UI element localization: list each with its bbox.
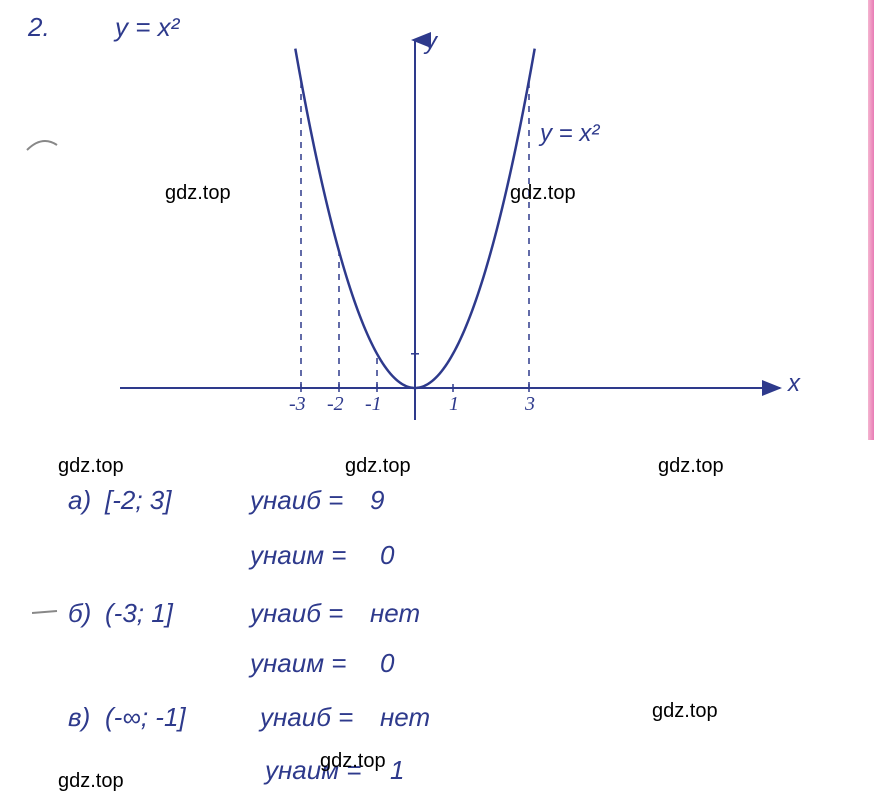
- answer-c-ymax-value: нет: [380, 702, 430, 733]
- svg-text:-3: -3: [289, 393, 306, 415]
- answer-c-interval: (-∞; -1]: [105, 702, 186, 733]
- svg-text:-2: -2: [327, 393, 344, 415]
- watermark: gdz.top: [165, 182, 231, 205]
- watermark: gdz.top: [652, 700, 718, 723]
- answer-b-ymax-label: унаиб =: [250, 598, 343, 629]
- watermark: gdz.top: [510, 182, 576, 205]
- x-axis-label: x: [788, 370, 800, 398]
- answer-a-interval: [-2; 3]: [105, 485, 171, 516]
- answer-b-ymin-value: 0: [380, 648, 394, 679]
- curve-label: y = x²: [540, 120, 599, 148]
- watermark: gdz.top: [58, 455, 124, 478]
- answer-c-ymax-label: унаиб =: [260, 702, 353, 733]
- svg-text:1: 1: [449, 393, 459, 415]
- svg-text:3: 3: [524, 393, 535, 415]
- answer-b-interval: (-3; 1]: [105, 598, 173, 629]
- parabola-graph: -3 -2 -1 1 3: [0, 0, 874, 440]
- answer-b-ymax-value: нет: [370, 598, 420, 629]
- watermark: gdz.top: [345, 455, 411, 478]
- answer-b-ymin-label: унаим =: [250, 648, 346, 679]
- answer-b-label: б): [68, 598, 91, 629]
- watermark: gdz.top: [658, 455, 724, 478]
- svg-text:-1: -1: [365, 393, 382, 415]
- answer-a-ymin-value: 0: [380, 540, 394, 571]
- answer-a-label: а): [68, 485, 91, 516]
- watermark: gdz.top: [58, 770, 124, 793]
- watermark: gdz.top: [320, 750, 386, 773]
- answer-a-ymax-value: 9: [370, 485, 384, 516]
- answer-a-ymin-label: унаим =: [250, 540, 346, 571]
- answer-a-ymax-label: унаиб =: [250, 485, 343, 516]
- dash-mark: [32, 608, 62, 618]
- answer-c-label: в): [68, 702, 90, 733]
- y-axis-label: y: [425, 28, 437, 56]
- ring-mark: [22, 130, 62, 160]
- answer-c-ymin-value: 1: [390, 755, 404, 786]
